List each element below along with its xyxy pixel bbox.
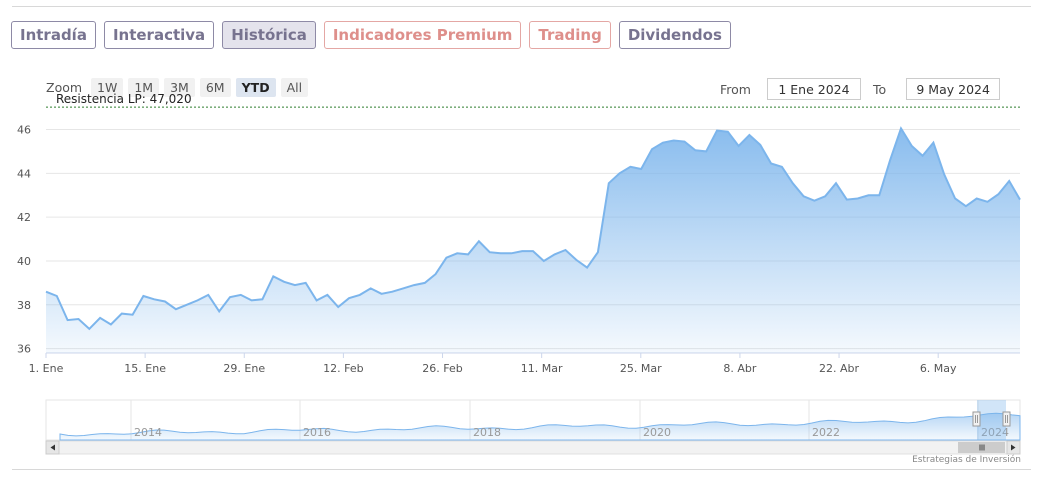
top-divider [12,6,1031,7]
navigator-selected-range[interactable] [977,400,1006,440]
to-label: To [872,81,887,97]
y-tick-label: 46 [17,124,31,137]
navigator-year-label: 2014 [134,426,162,439]
x-axis: 1. Ene 15. Ene 29. Ene 12. Feb 26. Feb 11. Ma… [29,353,957,375]
from-date-input[interactable]: 1 Ene 2024 [766,78,861,100]
navigator-year-label: 2024 [981,426,1009,439]
x-tick-label: 12. Feb [323,362,363,375]
to-date-input[interactable]: 9 May 2024 [906,78,1001,100]
y-tick-label: 44 [17,167,31,180]
navigator-year-label: 2018 [473,426,501,439]
resistance-label: Resistencia LP: 47,020 [56,92,192,106]
x-tick-label: 8. Abr [723,362,756,375]
navigator-year-label: 2020 [643,426,671,439]
x-tick-label: 1. Ene [29,362,64,375]
price-area [46,128,1020,353]
tab-interactiva[interactable]: Interactiva [103,21,215,49]
left-arrow-icon [50,444,55,451]
tab-indicadores-premium[interactable]: Indicadores Premium [323,21,522,49]
tab-trading[interactable]: Trading [529,21,611,49]
navigator-handle-left[interactable] [972,411,981,427]
chart-type-tabs: Intradía Interactiva Histórica Indicador… [11,21,731,49]
x-tick-label: 6. May [920,362,957,375]
x-tick-label: 11. Mar [521,362,563,375]
from-label: From [720,81,751,97]
x-tick-label: 26. Feb [422,362,462,375]
zoom-1w-button[interactable]: 1W [91,78,124,97]
y-tick-label: 38 [17,299,31,312]
chart-credit[interactable]: Estrategias de Inversión [912,455,1021,465]
navigator-year-label: 2022 [812,426,840,439]
x-tick-label: 22. Abr [819,362,859,375]
tab-dividendos[interactable]: Dividendos [618,21,731,49]
range-selector: Zoom 1W 1M 3M 6M YTD All [46,78,309,97]
right-arrow-icon [1011,444,1016,451]
y-tick-label: 36 [17,343,31,356]
navigator-year-labels: 2014 2016 2018 2020 2022 2024 [134,426,1009,439]
navigator-year-label: 2016 [303,426,331,439]
x-tick-label: 29. Ene [223,362,265,375]
zoom-all-button[interactable]: All [280,78,309,97]
y-tick-label: 42 [17,211,31,224]
y-tick-label: 40 [17,255,31,268]
y-axis: 36 38 40 42 44 46 [17,124,31,356]
zoom-ytd-button[interactable]: YTD [235,78,276,97]
tab-historica[interactable]: Histórica [222,21,316,49]
zoom-label: Zoom [46,80,83,95]
zoom-6m-button[interactable]: 6M [199,78,231,97]
date-range: From 1 Ene 2024 To 9 May 2024 [720,78,1001,100]
navigator-area [59,412,1021,441]
zoom-3m-button[interactable]: 3M [164,78,195,97]
tab-intradia[interactable]: Intradía [11,21,96,49]
x-tick-label: 15. Ene [124,362,166,375]
navigator-handle-right[interactable] [1002,411,1011,427]
x-tick-label: 25. Mar [620,362,662,375]
zoom-1m-button[interactable]: 1M [128,78,160,97]
navigator-scrollbar[interactable] [45,440,1021,455]
price-line [45,126,1021,331]
bottom-divider [12,469,1031,470]
navigator: 2014 2016 2018 2020 2022 2024 [45,399,1021,441]
